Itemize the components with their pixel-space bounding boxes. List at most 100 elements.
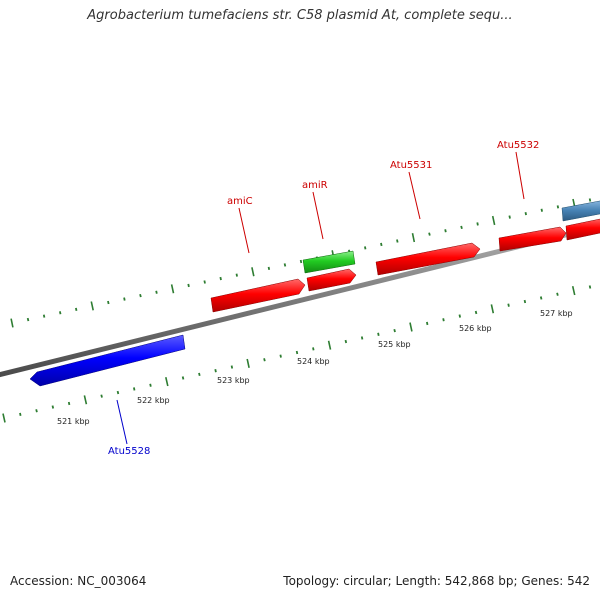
lower-minor-tick [214,369,217,373]
gene-steel-blue[interactable] [561,200,600,222]
lower-minor-tick [474,310,478,315]
lower-minor-tick [35,409,38,413]
gene-atu5528[interactable] [29,334,186,387]
gene-label-amir[interactable]: amiR [302,180,328,191]
gene-next-forward[interactable] [565,218,600,241]
lower-minor-tick [442,318,445,322]
upper-major-tick [251,267,255,277]
lower-major-tick [490,304,495,314]
gene-label-atu5531[interactable]: Atu5531 [390,160,432,171]
scale-label-526: 526 kbp [459,324,492,333]
upper-major-tick [10,318,14,328]
upper-minor-tick [540,208,543,212]
lower-major-tick [409,322,413,332]
lower-minor-tick [556,292,559,296]
lower-minor-tick [149,383,152,387]
lower-minor-tick [67,401,71,406]
upper-minor-tick [139,293,142,298]
topology-summary: Topology: circular; Length: 542,868 bp; … [283,574,590,588]
lower-minor-tick [116,390,120,395]
gene-label-atu5528[interactable]: Atu5528 [108,446,150,457]
upper-minor-tick [187,283,190,288]
upper-minor-tick [380,242,383,247]
lower-major-tick [2,413,6,423]
upper-minor-tick [428,232,431,236]
gene-amir[interactable] [302,250,356,274]
upper-tick-ruler [10,198,592,328]
upper-minor-tick [283,263,287,267]
scale-label-521: 521 kbp [57,417,90,426]
upper-minor-tick [524,212,527,216]
upper-minor-tick [476,222,479,226]
upper-major-tick [491,215,496,226]
lower-major-tick [165,377,169,387]
upper-minor-tick [107,300,110,305]
upper-minor-tick [460,225,463,230]
lower-major-tick [327,340,332,350]
lower-minor-tick [588,285,592,289]
lower-minor-tick [133,387,136,391]
lower-minor-tick [198,372,201,377]
scale-label-524: 524 kbp [297,357,330,366]
upper-minor-tick [444,229,447,233]
upper-minor-tick [59,311,62,315]
lower-minor-tick [295,350,299,355]
gene-atu5532[interactable] [498,226,567,252]
upper-minor-tick [508,215,511,219]
upper-minor-tick [75,307,78,311]
label-group-atu5528[interactable]: Atu5528 [108,399,150,457]
gene-amic[interactable] [210,278,306,313]
lower-minor-tick [458,314,461,318]
lower-minor-tick [51,405,55,409]
lower-minor-tick [377,332,380,336]
lower-minor-tick [312,347,315,351]
upper-major-tick [170,284,175,294]
label-group-atu5531[interactable]: Atu5531 [390,160,432,220]
lower-minor-tick [426,321,429,326]
lower-minor-tick [360,336,364,340]
upper-minor-tick [219,276,222,281]
gene-labels: Atu5528 amiC amiR Atu5531 Atu5532 [108,140,539,457]
accession-label: Accession: NC_003064 [10,574,147,588]
upper-minor-tick [203,280,206,284]
lower-minor-tick [100,394,103,398]
scale-label-525: 525 kbp [378,340,411,349]
lower-major-tick [246,358,250,368]
gene-label-amic[interactable]: amiC [227,196,253,207]
map-title: Agrobacterium tumefaciens str. C58 plasm… [87,8,513,23]
upper-minor-tick [588,198,592,202]
scale-label-527: 527 kbp [540,309,573,318]
lower-minor-tick [507,303,510,307]
lower-minor-tick [539,296,543,300]
upper-minor-tick [556,205,560,209]
gene-amir-forward[interactable] [306,268,357,292]
scale-label-523: 523 kbp [217,376,250,385]
lower-minor-tick [279,354,282,358]
label-group-amir[interactable]: amiR [302,180,328,240]
upper-minor-tick [26,317,30,322]
upper-minor-tick [42,314,46,318]
upper-minor-tick [299,259,303,264]
upper-minor-tick [155,290,158,294]
lower-major-tick [83,395,88,405]
upper-minor-tick [235,273,238,277]
lower-minor-tick [523,299,527,304]
lower-tick-ruler [2,285,592,423]
upper-minor-tick [267,266,271,270]
scale-label-522: 522 kbp [137,396,170,405]
upper-major-tick [90,301,94,311]
lower-minor-tick [263,358,266,362]
lower-minor-tick [230,365,234,369]
lower-minor-tick [393,328,396,333]
label-group-amic[interactable]: amiC [227,196,253,254]
upper-minor-tick [396,239,399,243]
label-group-atu5532[interactable]: Atu5532 [497,140,539,200]
upper-minor-tick [123,297,126,301]
gene-label-atu5532[interactable]: Atu5532 [497,140,539,151]
lower-major-tick [571,286,576,296]
lower-minor-tick [181,376,185,380]
gene-atu5531[interactable] [375,242,481,276]
upper-minor-tick [364,246,367,250]
